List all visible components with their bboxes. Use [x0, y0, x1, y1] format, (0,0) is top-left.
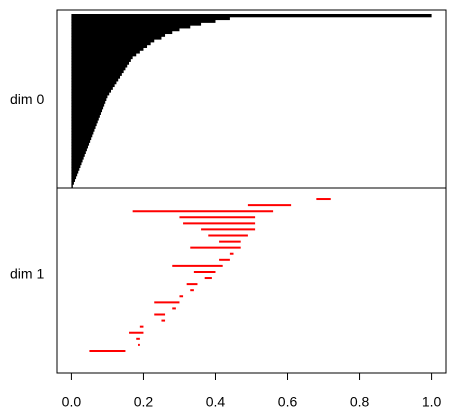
persistence-bar [71, 178, 76, 182]
persistence-bar [71, 61, 130, 65]
persistence-bar [71, 167, 80, 171]
x-tick-label: 0.6 [278, 394, 298, 410]
persistence-bar [71, 41, 151, 46]
persistence-bar [71, 22, 202, 26]
x-tick-label: 0.2 [134, 394, 154, 410]
persistence-bar [71, 100, 106, 104]
persistence-bar [71, 114, 100, 118]
persistence-bar [71, 75, 121, 79]
persistence-bar [71, 19, 216, 23]
persistence-bar [71, 50, 140, 54]
persistence-bar [71, 175, 77, 180]
persistence-bar [71, 159, 83, 163]
persistence-bar [71, 125, 96, 129]
persistence-bar [71, 27, 180, 32]
persistence-bar [71, 161, 82, 166]
persistence-bar [71, 136, 92, 141]
persistence-bar [71, 153, 85, 157]
persistence-bar [71, 97, 107, 101]
persistence-bar [71, 72, 122, 76]
persistence-bar [71, 58, 131, 62]
persistence-bar [71, 108, 103, 113]
persistence-bar [71, 30, 173, 35]
panel-label: dim 1 [10, 266, 44, 282]
persistence-bar [71, 78, 119, 82]
persistence-bar [71, 147, 87, 152]
persistence-bar [71, 39, 155, 43]
persistence-bar [71, 170, 79, 174]
persistence-bar [71, 89, 112, 93]
persistence-bar [71, 67, 126, 71]
persistence-bar [71, 117, 99, 121]
panel-label: dim 0 [10, 91, 44, 107]
persistence-bar [71, 80, 117, 85]
persistence-bar [71, 53, 137, 57]
persistence-bar [71, 94, 108, 99]
persistence-bar [71, 64, 128, 68]
x-tick-label: 0.0 [62, 394, 82, 410]
persistence-bar [71, 120, 98, 124]
persistence-bar [71, 92, 110, 96]
persistence-bar [71, 122, 97, 127]
persistence-bar [71, 16, 230, 21]
persistence-bar [71, 145, 88, 149]
x-tick-label: 0.4 [206, 394, 226, 410]
persistence-bar [71, 164, 81, 168]
persistence-bar [71, 36, 162, 40]
persistence-bar [71, 142, 90, 146]
persistence-bar [71, 14, 432, 18]
persistence-bar [71, 44, 148, 48]
persistence-bar [71, 184, 73, 188]
persistence-bar [71, 156, 84, 160]
persistence-bar [71, 131, 94, 135]
x-tick-label: 0.8 [350, 394, 370, 410]
persistence-bar [71, 181, 74, 185]
persistence-bar [71, 139, 91, 143]
persistence-bar [71, 69, 124, 74]
persistence-bar [71, 106, 104, 110]
persistence-bar [71, 86, 113, 90]
persistence-bar [71, 25, 191, 29]
persistence-bar [71, 55, 133, 60]
persistence-bar [71, 111, 101, 115]
persistence-bar [71, 47, 144, 51]
persistence-bar [71, 103, 105, 107]
persistence-bar [71, 128, 95, 132]
persistence-bar [71, 133, 93, 138]
x-tick-label: 1.0 [422, 394, 442, 410]
persistence-bar [71, 83, 115, 88]
persistence-bar [71, 150, 86, 155]
persistence-bar [71, 33, 166, 37]
persistence-bar [71, 173, 78, 177]
